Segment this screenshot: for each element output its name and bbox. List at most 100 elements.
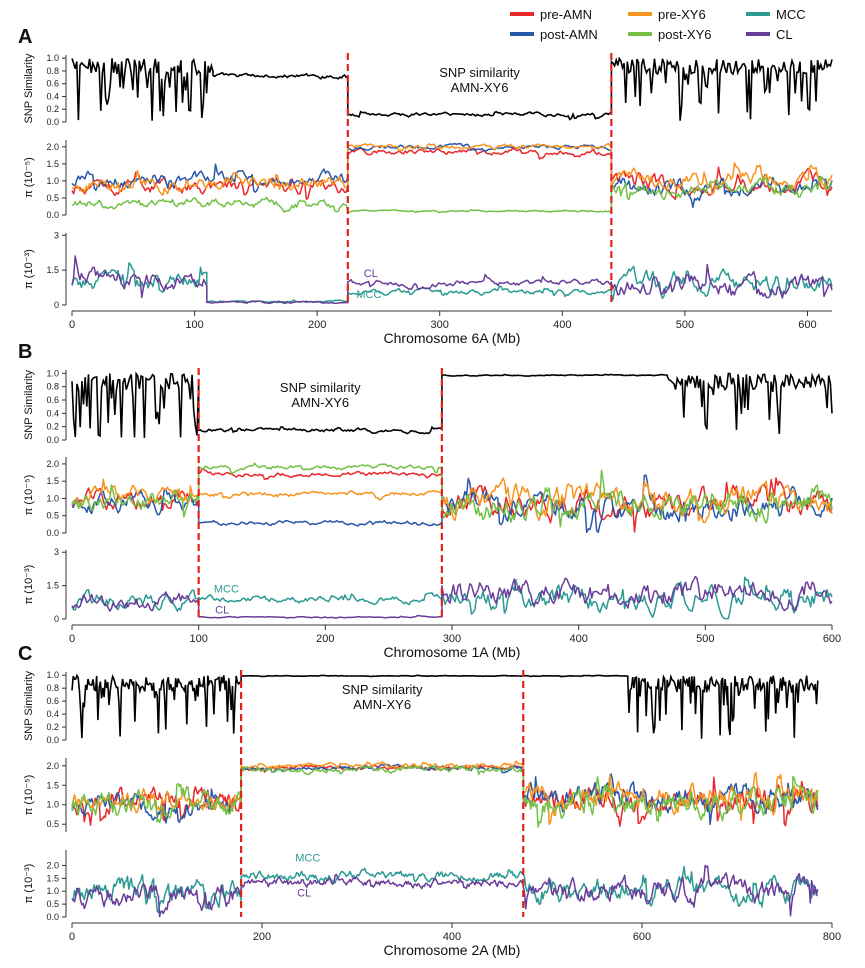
y-tick-label: 1.5 — [46, 873, 59, 883]
legend-label-pre-amn: pre-AMN — [540, 7, 592, 22]
y-tick-label: 0.8 — [46, 683, 59, 693]
annotation-text: AMN-XY6 — [291, 395, 349, 410]
panel-b: B 0.0 0.2 0.4 0.6 0.8 1.0 SNP Similarity SNP sim… — [18, 341, 841, 660]
snp-similarity-line — [71, 673, 819, 739]
x-tick-label: 500 — [676, 319, 694, 331]
y-tick-label: 0.0 — [46, 435, 59, 445]
x-tick-label: 300 — [443, 633, 461, 645]
x-tick-label: 400 — [443, 931, 461, 943]
y-tick-label: 0.0 — [46, 117, 59, 127]
x-axis-label: Chromosome 1A (Mb) — [384, 644, 521, 660]
annotation-text: AMN-XY6 — [353, 697, 411, 712]
series-cl — [71, 864, 819, 918]
x-tick-label: 500 — [696, 633, 714, 645]
y-axis-label: π (10⁻³) — [23, 565, 35, 605]
x-tick-label: 100 — [189, 633, 207, 645]
y-tick-label: 0.6 — [46, 395, 59, 405]
subplot-pi3: 0 1.5 3 π (10⁻³) CL MCC — [23, 230, 833, 310]
y-tick-label: 0.0 — [46, 912, 59, 922]
x-tick-label: 100 — [185, 319, 203, 331]
y-tick-label: 0.0 — [46, 735, 59, 745]
series-cl — [71, 575, 833, 619]
legend-label-post-xy6: post-XY6 — [658, 27, 711, 42]
subplot-pi5: 0.0 0.5 1.0 1.5 2.0 π (10⁻⁵) — [23, 457, 833, 538]
y-tick-label: 2.0 — [46, 142, 59, 152]
y-axis-label: SNP Similarity — [23, 670, 35, 741]
y-axis-label: SNP Similarity — [23, 53, 35, 124]
y-tick-label: 0.5 — [46, 819, 59, 829]
y-tick-label: 0.5 — [46, 511, 59, 521]
series-label-cl: CL — [364, 268, 378, 280]
y-tick-label: 1.5 — [46, 159, 59, 169]
panel-letter: B — [18, 341, 32, 363]
y-tick-label: 0.8 — [46, 382, 59, 392]
x-tick-label: 0 — [69, 633, 75, 645]
x-tick-label: 600 — [823, 633, 841, 645]
panel-letter: C — [18, 643, 32, 665]
y-axis-label: π (10⁻⁵) — [23, 157, 35, 198]
annotation-text: SNP similarity — [439, 65, 520, 80]
x-tick-label: 200 — [253, 931, 271, 943]
y-axis-label: SNP Similarity — [23, 369, 35, 440]
x-tick-label: 200 — [308, 319, 326, 331]
y-tick-label: 1.0 — [46, 176, 59, 186]
y-tick-label: 0.2 — [46, 722, 59, 732]
series-mcc — [71, 262, 833, 304]
y-tick-label: 0.0 — [46, 528, 59, 538]
y-tick-label: 1.0 — [46, 670, 59, 680]
series-pre-xy6 — [71, 142, 833, 196]
panel-letter: A — [18, 26, 32, 48]
y-axis-label: π (10⁻⁵) — [23, 475, 35, 516]
y-tick-label: 3 — [54, 230, 59, 240]
y-tick-label: 0.2 — [46, 104, 59, 114]
subplot-similarity: 0.0 0.2 0.4 0.6 0.8 1.0 SNP Similarity SNP simi… — [23, 368, 833, 445]
y-tick-label: 2.0 — [46, 761, 59, 771]
y-axis-label: π (10⁻⁵) — [23, 775, 35, 816]
y-tick-label: 2.0 — [46, 459, 59, 469]
annotation-text: SNP similarity — [342, 682, 423, 697]
x-tick-label: 300 — [431, 319, 449, 331]
series-pre-xy6 — [71, 760, 819, 826]
y-tick-label: 0.6 — [46, 696, 59, 706]
y-tick-label: 1.0 — [46, 886, 59, 896]
legend-label-post-amn: post-AMN — [540, 27, 598, 42]
series-post-xy6 — [71, 462, 833, 528]
y-tick-label: 0.5 — [46, 899, 59, 909]
series-post-amn — [71, 474, 833, 534]
subplot-pi3: 0 1.5 3 π (10⁻³) MCC CL — [23, 547, 833, 624]
y-tick-label: 1.5 — [46, 780, 59, 790]
y-tick-label: 1.0 — [46, 368, 59, 378]
y-tick-label: 0 — [54, 300, 59, 310]
x-axis-label: Chromosome 6A (Mb) — [384, 330, 521, 346]
x-tick-label: 400 — [569, 633, 587, 645]
y-tick-label: 0.2 — [46, 422, 59, 432]
series-mcc — [71, 576, 833, 620]
y-axis-label: π (10⁻³) — [23, 864, 35, 904]
legend: pre-AMN pre-XY6 MCC post-AMN post-XY6 CL — [510, 7, 806, 42]
y-tick-label: 1.5 — [46, 265, 59, 275]
y-tick-label: 1.5 — [46, 476, 59, 486]
y-tick-label: 3 — [54, 547, 59, 557]
legend-label-mcc: MCC — [776, 7, 806, 22]
y-tick-label: 2.0 — [46, 860, 59, 870]
snp-similarity-line — [71, 371, 833, 438]
panel-c: C 0.0 0.2 0.4 0.6 0.8 1.0 SNP Similarity SNP sim… — [18, 643, 841, 958]
x-tick-label: 0 — [69, 931, 75, 943]
panel-a: A 0.0 0.2 0.4 0.6 0.8 1.0 SNP Similarity SNP sim… — [18, 26, 833, 346]
series-post-xy6 — [71, 175, 833, 214]
x-tick-label: 600 — [798, 319, 816, 331]
series-cl — [71, 255, 833, 305]
annotation-text: SNP similarity — [280, 380, 361, 395]
series-label-cl: CL — [215, 604, 229, 616]
x-tick-label: 0 — [69, 319, 75, 331]
panels: A 0.0 0.2 0.4 0.6 0.8 1.0 SNP Similarity SNP sim… — [18, 26, 841, 958]
subplot-similarity: 0.0 0.2 0.4 0.6 0.8 1.0 SNP Similarity SNP simi… — [23, 53, 833, 127]
subplot-pi5: 0.5 1.0 1.5 2.0 π (10⁻⁵) — [23, 758, 819, 832]
legend-label-pre-xy6: pre-XY6 — [658, 7, 706, 22]
series-mcc — [71, 865, 818, 914]
x-tick-label: 600 — [633, 931, 651, 943]
y-tick-label: 0.0 — [46, 210, 59, 220]
annotation-text: AMN-XY6 — [451, 80, 509, 95]
y-tick-label: 1.5 — [46, 581, 59, 591]
